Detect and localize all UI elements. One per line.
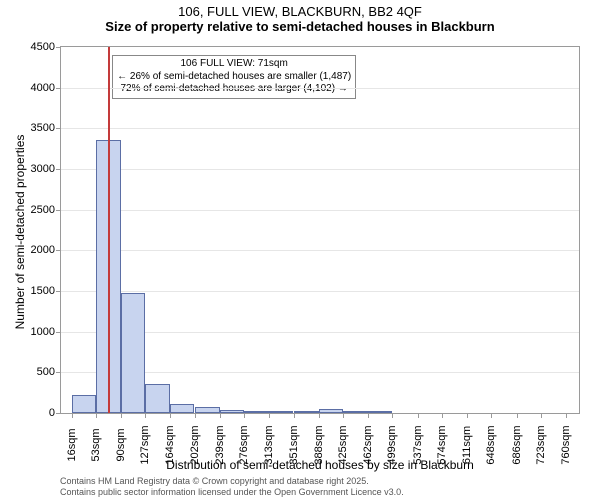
xtick-mark <box>343 413 344 418</box>
histogram-bar <box>145 384 170 413</box>
ytick-mark <box>56 332 61 333</box>
histogram-bar <box>319 409 344 413</box>
xtick-label: 90sqm <box>115 428 127 461</box>
annotation-line1: 106 FULL VIEW: 71sqm <box>117 58 351 71</box>
title-subtitle: Size of property relative to semi-detach… <box>0 19 600 34</box>
ytick-label: 1000 <box>31 326 55 338</box>
ytick-mark <box>56 291 61 292</box>
ytick-mark <box>56 372 61 373</box>
reference-line <box>108 47 110 413</box>
xtick-mark <box>418 413 419 418</box>
histogram-bar <box>269 411 294 413</box>
xtick-mark <box>145 413 146 418</box>
ytick-label: 3500 <box>31 122 55 134</box>
histogram-bar <box>368 411 393 413</box>
ytick-mark <box>56 413 61 414</box>
annotation-line2: ← 26% of semi-detached houses are smalle… <box>117 71 351 84</box>
gridline <box>61 250 579 251</box>
xtick-mark <box>517 413 518 418</box>
ytick-label: 3000 <box>31 163 55 175</box>
xtick-label: 53sqm <box>90 428 102 461</box>
histogram-bar <box>72 395 97 413</box>
chart-container: 106, FULL VIEW, BLACKBURN, BB2 4QF Size … <box>0 0 600 500</box>
xtick-mark <box>72 413 73 418</box>
xtick-mark <box>368 413 369 418</box>
histogram-bar <box>343 411 368 413</box>
footer-attribution: Contains HM Land Registry data © Crown c… <box>60 476 404 498</box>
ytick-label: 4000 <box>31 82 55 94</box>
xtick-mark <box>195 413 196 418</box>
ytick-label: 1500 <box>31 285 55 297</box>
ytick-mark <box>56 250 61 251</box>
xtick-mark <box>269 413 270 418</box>
xtick-label: 16sqm <box>66 428 78 461</box>
title-block: 106, FULL VIEW, BLACKBURN, BB2 4QF Size … <box>0 0 600 34</box>
ytick-label: 0 <box>49 407 55 419</box>
xtick-mark <box>121 413 122 418</box>
ytick-label: 2500 <box>31 204 55 216</box>
footer-line2: Contains public sector information licen… <box>60 487 404 498</box>
histogram-bar <box>195 407 220 413</box>
ytick-mark <box>56 169 61 170</box>
footer-line1: Contains HM Land Registry data © Crown c… <box>60 476 404 487</box>
y-axis-label: Number of semi-detached properties <box>13 122 27 342</box>
gridline <box>61 128 579 129</box>
ytick-mark <box>56 128 61 129</box>
histogram-bar <box>294 411 319 413</box>
ytick-label: 500 <box>37 366 55 378</box>
annotation-box: 106 FULL VIEW: 71sqm ← 26% of semi-detac… <box>112 55 356 99</box>
xtick-mark <box>96 413 97 418</box>
gridline <box>61 169 579 170</box>
xtick-mark <box>392 413 393 418</box>
xtick-mark <box>244 413 245 418</box>
ytick-mark <box>56 210 61 211</box>
xtick-mark <box>491 413 492 418</box>
xtick-mark <box>294 413 295 418</box>
annotation-line3: 72% of semi-detached houses are larger (… <box>117 83 351 96</box>
xtick-mark <box>566 413 567 418</box>
xtick-mark <box>170 413 171 418</box>
histogram-bar <box>244 411 269 413</box>
ytick-label: 4500 <box>31 41 55 53</box>
xtick-mark <box>541 413 542 418</box>
histogram-bar <box>170 404 195 413</box>
histogram-bar <box>220 410 245 413</box>
xtick-mark <box>319 413 320 418</box>
histogram-bar <box>121 293 146 413</box>
x-axis-label: Distribution of semi-detached houses by … <box>60 458 580 472</box>
plot-area: 106 FULL VIEW: 71sqm ← 26% of semi-detac… <box>60 46 580 414</box>
ytick-label: 2000 <box>31 244 55 256</box>
title-address: 106, FULL VIEW, BLACKBURN, BB2 4QF <box>0 4 600 19</box>
gridline <box>61 88 579 89</box>
xtick-mark <box>220 413 221 418</box>
xtick-mark <box>467 413 468 418</box>
ytick-mark <box>56 88 61 89</box>
ytick-mark <box>56 47 61 48</box>
gridline <box>61 210 579 211</box>
xtick-mark <box>442 413 443 418</box>
